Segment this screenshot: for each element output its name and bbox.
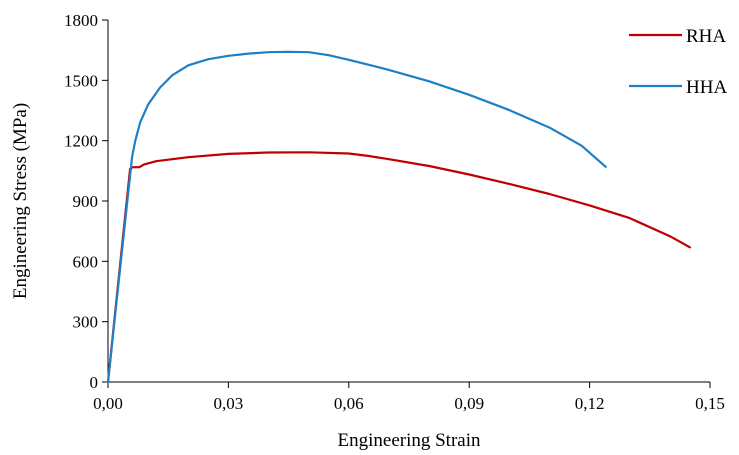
x-tick-label: 0,00	[93, 394, 123, 413]
y-tick-label: 600	[73, 252, 99, 271]
series-line-rha	[106, 151, 691, 384]
x-tick-label: 0,12	[575, 394, 605, 413]
x-tick-label: 0,03	[214, 394, 244, 413]
series-line-hha	[106, 50, 607, 384]
y-axis-title: Engineering Stress (MPa)	[10, 103, 31, 299]
legend: RHA HHA	[629, 26, 727, 98]
legend-label-hha: HHA	[686, 77, 727, 98]
axes: 0 300 600 900 1200 1500 1800 0,00 0,03 0,06 0,09 0,…	[64, 11, 725, 413]
series-lines	[106, 50, 691, 384]
y-tick-label: 1200	[64, 132, 98, 151]
x-tick-label: 0,15	[695, 394, 725, 413]
y-tick-label: 1500	[64, 71, 98, 90]
y-tick-label: 300	[73, 313, 99, 332]
y-tick-label: 900	[73, 192, 99, 211]
y-tick-label: 1800	[64, 11, 98, 30]
legend-label-rha: RHA	[686, 26, 726, 47]
x-tick-label: 0,06	[334, 394, 364, 413]
y-tick-label: 0	[90, 373, 99, 392]
x-tick-label: 0,09	[454, 394, 484, 413]
x-axis-title: Engineering Strain	[338, 430, 481, 451]
